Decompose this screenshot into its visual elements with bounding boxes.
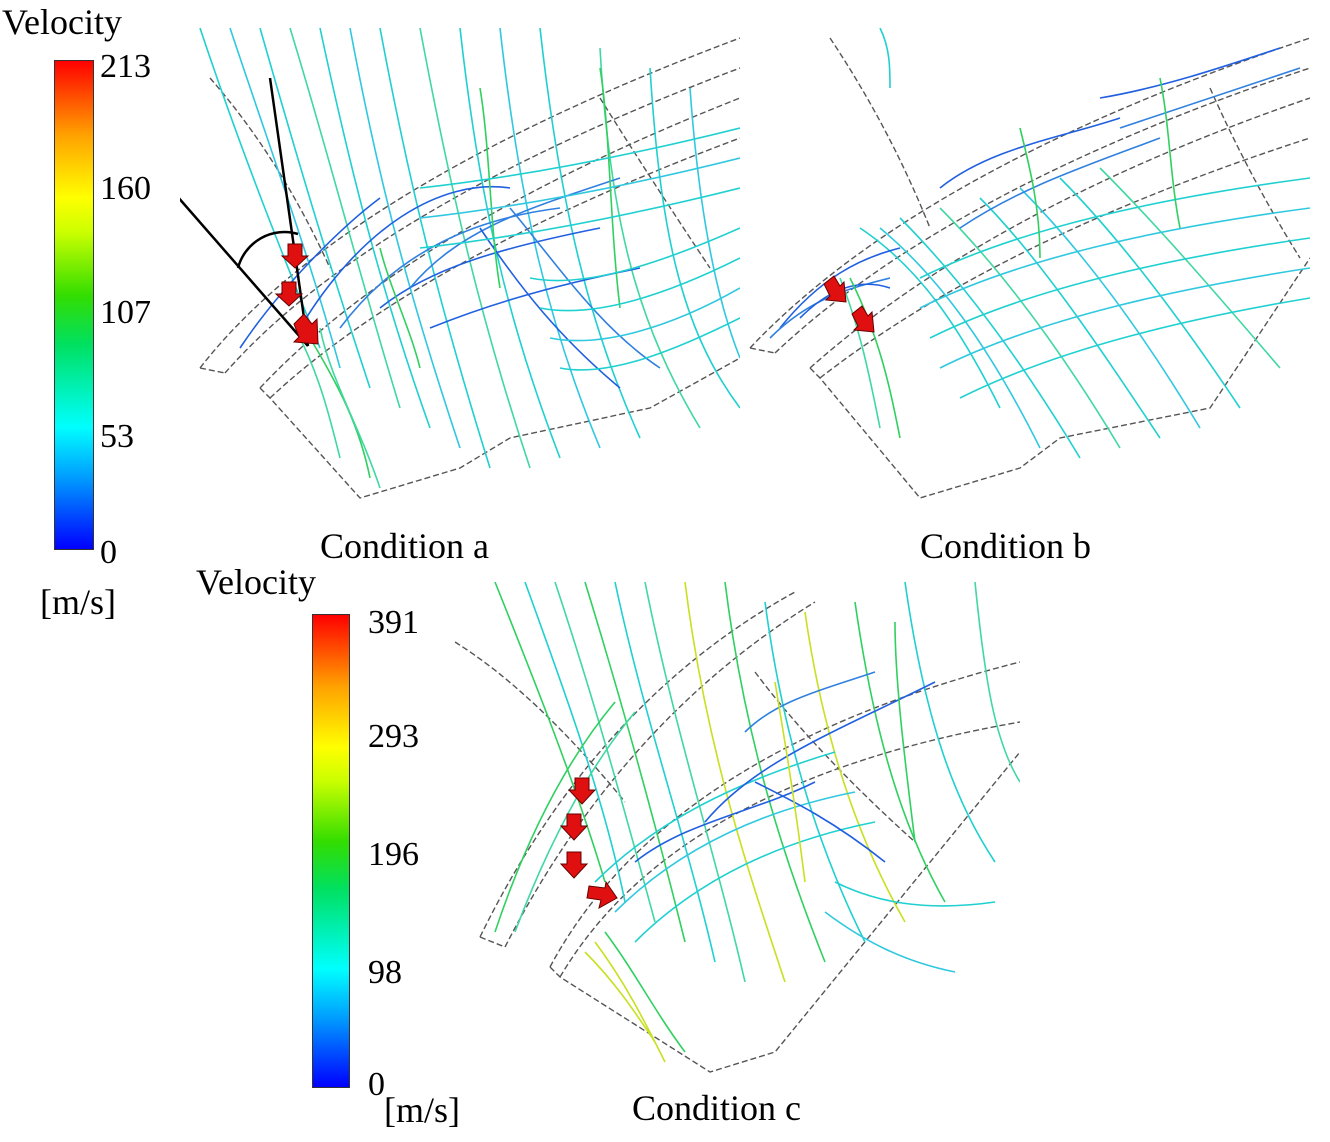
streamline-plot-c: [455, 582, 1020, 1073]
colorbar-a: [54, 60, 94, 550]
legend-a-tick-3: 107: [100, 294, 151, 331]
angle-annotation-a: [180, 77, 310, 347]
panel-condition-c: [455, 582, 1020, 1082]
legend-a-tick-max: 213: [100, 48, 151, 85]
streamlines-b: [769, 28, 1310, 459]
streamline-plot-b: [749, 28, 1310, 499]
flow-arrows-a: [274, 243, 319, 345]
panel-condition-b: [740, 28, 1310, 528]
flow-arrows-b: [823, 275, 875, 333]
legend-c-tick-3: 196: [368, 836, 419, 873]
caption-condition-a: Condition a: [320, 526, 489, 566]
legend-c-tick-2: 293: [368, 718, 419, 755]
panel-condition-a: [180, 28, 740, 528]
legend-a-title: Velocity: [2, 2, 122, 42]
colorbar-c: [312, 614, 350, 1088]
legend-a-tick-min: 0: [100, 534, 117, 571]
legend-a-unit: [m/s]: [40, 582, 116, 622]
legend-c-unit: [m/s]: [384, 1090, 460, 1130]
legend-c-tick-min: 0: [368, 1066, 385, 1103]
legend-c-title: Velocity: [196, 562, 316, 602]
streamlines-a: [199, 28, 740, 489]
flow-arrows-c: [559, 777, 618, 909]
caption-condition-b: Condition b: [920, 526, 1092, 566]
streamline-plot-a: [180, 28, 740, 499]
legend-a-tick-2: 160: [100, 170, 151, 207]
legend-c-tick-4: 98: [368, 954, 402, 991]
legend-a-tick-4: 53: [100, 418, 134, 455]
caption-condition-c: Condition c: [632, 1088, 801, 1128]
legend-c-tick-max: 391: [368, 604, 419, 641]
